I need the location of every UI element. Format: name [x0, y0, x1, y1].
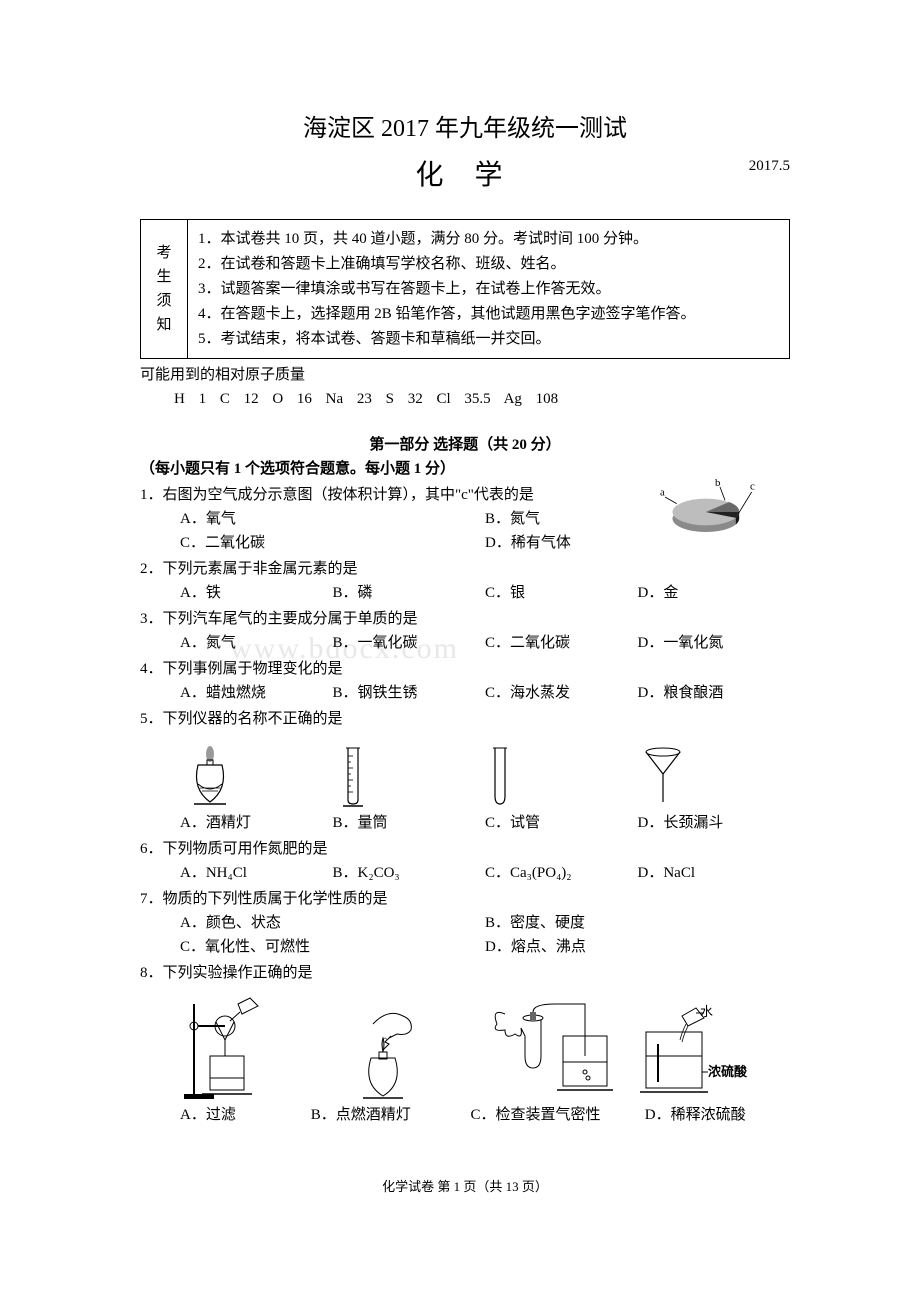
section-title: 第一部分 选择题（共 20 分）	[140, 433, 790, 457]
option-d: D．一氧化氮	[638, 631, 791, 655]
pie-label-a: a	[660, 487, 665, 499]
airtightness-icon	[485, 991, 638, 1101]
page-footer: 化学试卷 第 1 页（共 13 页）	[140, 1177, 790, 1198]
pie-label-b: b	[715, 477, 720, 489]
notice-box: 考生须知 1．本试卷共 10 页，共 40 道小题，满分 80 分。考试时间 1…	[140, 219, 790, 359]
question-text: 3．下列汽车尾气的主要成分属于单质的是	[140, 607, 790, 631]
apparatus-images	[180, 737, 790, 809]
option-c: C．Ca₃(PO₄)₂	[485, 861, 638, 885]
option-b: B．磷	[333, 581, 486, 605]
test-tube-icon	[485, 737, 638, 809]
question-text: 4．下列事例属于物理变化的是	[140, 657, 790, 681]
dilute-acid-icon: 水 浓硫酸	[638, 991, 791, 1101]
question-text: 7．物质的下列性质属于化学性质的是	[140, 887, 790, 911]
option-c: C．试管	[485, 811, 638, 835]
option-c: C．海水蒸发	[485, 681, 638, 705]
option-a: A．氮气	[180, 631, 333, 655]
option-d: D．熔点、沸点	[485, 935, 790, 959]
notice-item: 4．在答题卡上，选择题用 2B 铅笔作答，其他试题用黑色字迹签字笔作答。	[198, 302, 783, 326]
option-c: C．银	[485, 581, 638, 605]
option-d: D．长颈漏斗	[638, 811, 791, 835]
question-3: 3．下列汽车尾气的主要成分属于单质的是 www.bdocx.com A．氮气 B…	[140, 607, 790, 655]
question-text: 6．下列物质可用作氮肥的是	[140, 837, 790, 861]
atomic-mass-label: 可能用到的相对原子质量	[140, 363, 790, 387]
option-c: C．二氧化碳	[485, 631, 638, 655]
exam-date: 2017.5	[749, 154, 790, 178]
option-a: A．颜色、状态	[180, 911, 485, 935]
question-6: 6．下列物质可用作氮肥的是 A．NH₄Cl B．K₂CO₃ C．Ca₃(PO₄)…	[140, 837, 790, 885]
question-text: 8．下列实验操作正确的是	[140, 961, 790, 985]
question-text: 5．下列仪器的名称不正确的是	[140, 707, 790, 731]
funnel-icon	[638, 737, 791, 809]
option-c: C．检查装置气密性	[470, 1103, 644, 1127]
alcohol-lamp-icon	[180, 737, 333, 809]
option-a: A．铁	[180, 581, 333, 605]
option-a: A．氧气	[180, 507, 485, 531]
filtration-icon	[180, 991, 333, 1101]
svg-text:浓硫酸: 浓硫酸	[708, 1064, 748, 1079]
subtitle-row: 化 学 2017.5	[140, 154, 790, 199]
question-4: 4．下列事例属于物理变化的是 A．蜡烛燃烧 B．钢铁生锈 C．海水蒸发 D．粮食…	[140, 657, 790, 705]
option-c: C．氧化性、可燃性	[180, 935, 485, 959]
option-b: B．钢铁生锈	[333, 681, 486, 705]
option-d: D．NaCl	[638, 861, 791, 885]
svg-text:水: 水	[700, 1004, 713, 1019]
question-2: 2．下列元素属于非金属元素的是 A．铁 B．磷 C．银 D．金	[140, 557, 790, 605]
option-c: C．二氧化碳	[180, 531, 485, 555]
question-text: 2．下列元素属于非金属元素的是	[140, 557, 790, 581]
option-b: B．量筒	[333, 811, 486, 835]
atomic-mass-values: H 1 C 12 O 16 Na 23 S 32 Cl 35.5 Ag 108	[174, 387, 790, 411]
question-7: 7．物质的下列性质属于化学性质的是 A．颜色、状态 B．密度、硬度 C．氧化性、…	[140, 887, 790, 959]
notice-item: 2．在试卷和答题卡上准确填写学校名称、班级、姓名。	[198, 252, 783, 276]
pie-chart-icon: a b c	[660, 477, 760, 547]
option-b: B．一氧化碳	[333, 631, 486, 655]
question-1: 1．右图为空气成分示意图（按体积计算），其中"c"代表的是 a b c A．氧气…	[140, 483, 790, 555]
option-a: A．蜡烛燃烧	[180, 681, 333, 705]
notice-items: 1．本试卷共 10 页，共 40 道小题，满分 80 分。考试时间 100 分钟…	[188, 220, 790, 359]
notice-left-label: 考生须知	[141, 220, 188, 359]
operation-images: 水 浓硫酸	[180, 991, 790, 1101]
option-d: D．粮食酿酒	[638, 681, 791, 705]
notice-item: 1．本试卷共 10 页，共 40 道小题，满分 80 分。考试时间 100 分钟…	[198, 227, 783, 251]
option-b: B．K₂CO₃	[333, 861, 486, 885]
notice-item: 3．试题答案一律填涂或书写在答题卡上，在试卷上作答无效。	[198, 277, 783, 301]
option-d: D．金	[638, 581, 791, 605]
option-a: A．NH₄Cl	[180, 861, 333, 885]
notice-item: 5．考试结束，将本试卷、答题卡和草稿纸一并交回。	[198, 327, 783, 351]
page-title: 海淀区 2017 年九年级统一测试	[140, 110, 790, 148]
subject-title: 化 学	[415, 154, 514, 199]
option-b: B．点燃酒精灯	[311, 1103, 471, 1127]
exam-page: 海淀区 2017 年九年级统一测试 化 学 2017.5 考生须知 1．本试卷共…	[0, 0, 920, 1238]
option-d: D．稀释浓硫酸	[645, 1103, 790, 1127]
question-8: 8．下列实验操作正确的是	[140, 961, 790, 1127]
graduated-cylinder-icon	[333, 737, 486, 809]
pie-label-c: c	[750, 481, 755, 493]
question-5: 5．下列仪器的名称不正确的是	[140, 707, 790, 835]
option-a: A．过滤	[180, 1103, 311, 1127]
option-a: A．酒精灯	[180, 811, 333, 835]
light-lamp-icon	[333, 991, 486, 1101]
option-b: B．密度、硬度	[485, 911, 790, 935]
